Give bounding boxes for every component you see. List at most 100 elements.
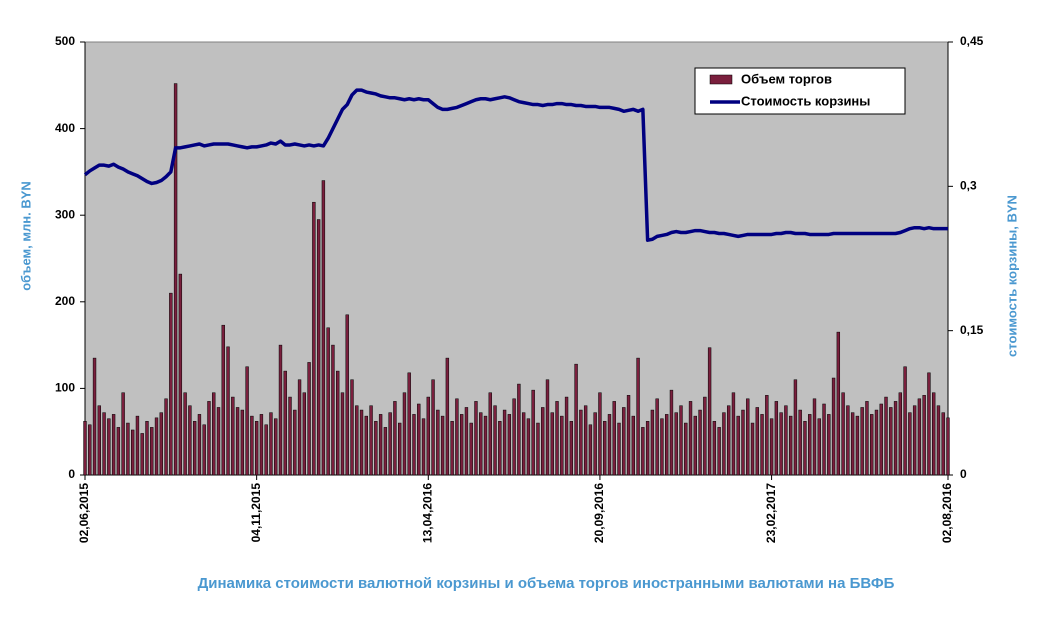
bar — [293, 409, 297, 476]
bar — [212, 392, 216, 476]
bar — [788, 415, 793, 476]
bar — [469, 422, 473, 476]
bar — [636, 357, 640, 476]
bar — [378, 414, 383, 476]
y-axis-title: объем, млн. BYN — [18, 181, 33, 291]
bar — [483, 415, 488, 476]
legend-swatch — [709, 74, 733, 85]
y-tick-label: 100 — [55, 381, 75, 395]
y2-axis-title: стоимость корзины, BYN — [1004, 195, 1019, 357]
bar — [846, 405, 850, 476]
bar — [717, 427, 721, 476]
bar — [693, 415, 697, 476]
bar — [340, 392, 345, 476]
bar — [541, 407, 545, 476]
bar — [502, 409, 507, 476]
bar — [674, 412, 678, 476]
bar — [455, 398, 459, 476]
bar — [479, 412, 483, 476]
bar — [498, 421, 502, 476]
bar — [102, 412, 106, 476]
bar — [154, 417, 159, 476]
bar — [450, 421, 454, 476]
y-tick-label: 200 — [55, 294, 75, 308]
bar — [202, 424, 206, 476]
bar — [402, 392, 407, 476]
bar — [779, 412, 783, 476]
bar — [645, 421, 650, 476]
bar — [245, 366, 249, 476]
y2-tick-label: 0 — [960, 467, 967, 481]
bar — [927, 372, 931, 476]
bar — [665, 414, 669, 476]
y-tick-label: 0 — [68, 467, 75, 481]
x-tick-label: 04,11,2015 — [249, 483, 263, 543]
bar — [803, 421, 807, 476]
bar — [474, 401, 478, 476]
bar — [774, 401, 779, 476]
bar — [426, 396, 430, 476]
bar — [798, 409, 802, 476]
bar — [240, 409, 245, 476]
bar — [283, 370, 287, 476]
bar — [269, 412, 273, 476]
bar — [626, 395, 631, 476]
bar — [135, 415, 140, 476]
bar — [669, 389, 674, 476]
bar — [726, 405, 731, 476]
bar — [769, 418, 774, 476]
bar — [579, 409, 583, 476]
bar — [164, 398, 168, 476]
bar — [364, 415, 368, 476]
bar — [488, 392, 492, 476]
bar — [603, 421, 607, 476]
bar — [884, 396, 888, 476]
bar — [593, 412, 597, 476]
bar — [226, 346, 230, 476]
bar — [850, 412, 855, 476]
bar — [607, 414, 612, 476]
bar — [111, 414, 116, 476]
bar — [569, 421, 574, 476]
bar — [140, 433, 144, 476]
line — [83, 88, 948, 242]
bar — [250, 415, 254, 476]
bar — [97, 405, 101, 476]
bar — [536, 422, 540, 476]
bar — [159, 412, 163, 476]
bar — [278, 344, 283, 476]
bar — [121, 392, 125, 476]
bar — [932, 392, 936, 476]
bar — [288, 396, 292, 476]
bar — [855, 415, 860, 476]
bar — [316, 219, 321, 476]
bar — [274, 418, 278, 476]
bar — [560, 415, 564, 476]
bar — [545, 379, 550, 476]
bar — [655, 398, 659, 476]
bar — [622, 407, 626, 476]
y-tick-label: 500 — [55, 34, 75, 48]
chart-title: Динамика стоимости валютной корзины и об… — [198, 575, 895, 592]
bar — [808, 414, 812, 476]
bar — [464, 407, 469, 476]
bar — [755, 407, 759, 476]
bar — [83, 421, 87, 476]
bar — [784, 405, 788, 476]
bar — [359, 409, 364, 476]
bar — [941, 412, 945, 476]
bar — [574, 363, 578, 476]
bar — [741, 409, 745, 476]
bar — [583, 405, 588, 476]
bar — [412, 414, 416, 476]
bar — [207, 401, 211, 476]
bar — [698, 409, 702, 476]
bar — [493, 405, 497, 476]
bar — [507, 414, 512, 476]
bar — [660, 418, 664, 476]
bar — [307, 362, 311, 476]
bar — [417, 403, 421, 476]
x-tick-label: 23,02,2017 — [764, 483, 778, 543]
bar — [746, 398, 750, 476]
